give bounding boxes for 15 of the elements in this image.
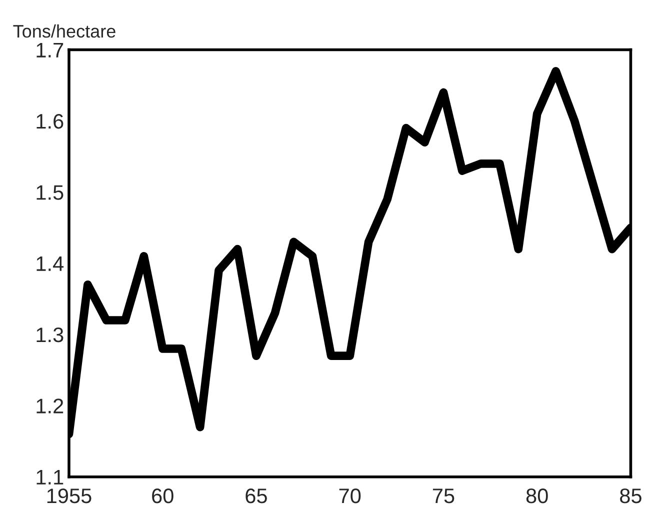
x-tick-label: 60 [152,488,174,504]
x-tick-label: 75 [432,488,454,504]
y-tick-label: 1.6 [36,114,64,129]
x-tick-label: 1955 [47,488,92,504]
x-tick-label: 80 [526,488,548,504]
y-tick-label: 1.1 [36,470,64,484]
x-tick-label: 65 [246,488,267,504]
x-tick-label: 70 [339,488,361,504]
y-tick-label: 1.5 [36,185,64,200]
y-tick-label: 1.4 [36,256,64,271]
y-tick-label: 1.7 [36,42,64,58]
y-tick-label: 1.2 [36,398,64,414]
y-axis-title: Tons/hectare [13,24,116,38]
y-tick-label: 1.3 [36,327,64,342]
x-tick-label: 85 [620,488,642,504]
